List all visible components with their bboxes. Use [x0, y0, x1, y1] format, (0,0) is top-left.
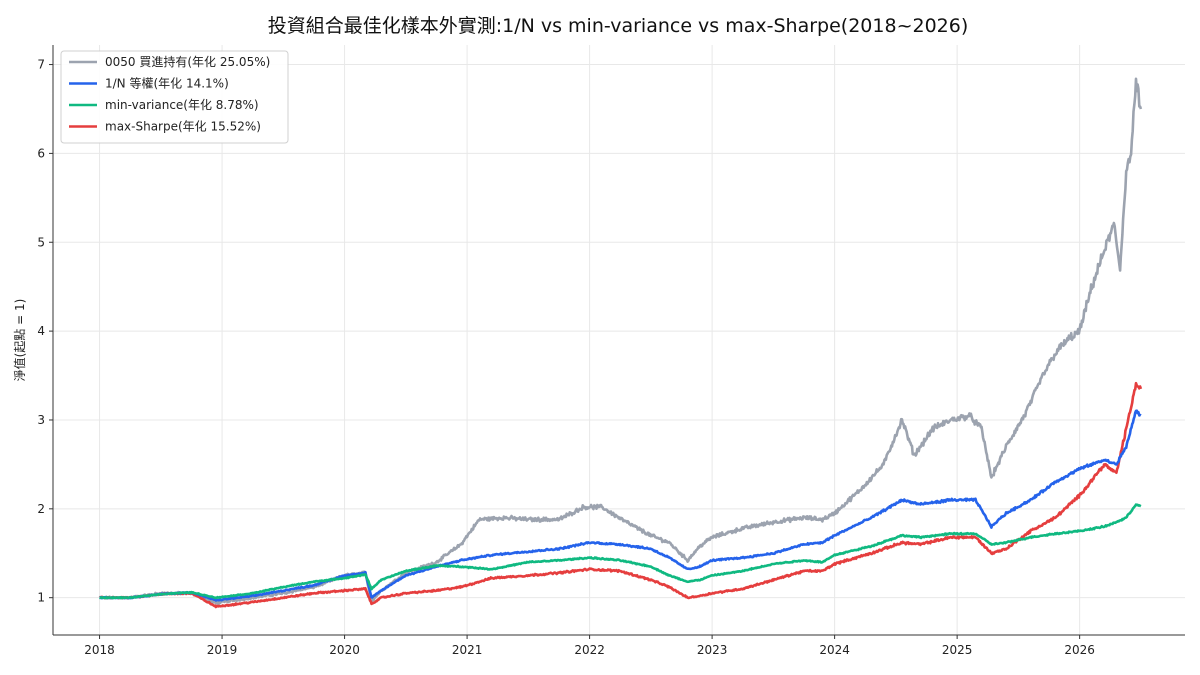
y-axis-label: 淨值(起點 = 1) [12, 299, 27, 382]
x-tick-label: 2021 [452, 643, 483, 657]
y-tick-label: 5 [37, 235, 45, 249]
series-line-2 [99, 503, 1142, 600]
series-line-1 [99, 409, 1142, 602]
y-tick-label: 1 [37, 591, 45, 605]
grid-layer [53, 45, 1185, 635]
legend-entry-label: 0050 買進持有(年化 25.05%) [105, 54, 270, 69]
axes-layer: 2018 2019 2020 2021 2022 2023 2024 2025 2026 1 2 3 4… [37, 45, 1185, 657]
chart-title: 投資組合最佳化樣本外實測:1/N vs min-variance vs max-… [268, 15, 969, 37]
y-tick-label: 2 [37, 502, 45, 516]
series-line-3 [99, 381, 1143, 609]
y-tick-label: 6 [37, 146, 45, 160]
x-tick-label: 2022 [574, 643, 605, 657]
legend-entry-label: min-variance(年化 8.78%) [105, 98, 259, 112]
y-tick-label: 4 [37, 324, 45, 338]
legend-box [60, 50, 289, 144]
x-tick-label: 2018 [84, 643, 115, 657]
y-tick-label: 3 [37, 413, 45, 427]
y-tick-label: 7 [37, 58, 45, 72]
x-tick-label: 2023 [697, 643, 728, 657]
legend-entry-label: max-Sharpe(年化 15.52%) [105, 120, 261, 134]
series-layer [98, 77, 1143, 609]
x-tick-label: 2026 [1064, 643, 1095, 657]
legend-entry-label: 1/N 等權(年化 14.1%) [105, 77, 229, 91]
x-tick-label: 2020 [329, 643, 360, 657]
legend: 0050 買進持有(年化 25.05%) 1/N 等權(年化 14.1%) min-… [60, 50, 289, 144]
x-tick-label: 2019 [207, 643, 238, 657]
x-tick-label: 2024 [819, 643, 850, 657]
series-line-0 [98, 77, 1143, 605]
x-tick-label: 2025 [942, 643, 973, 657]
